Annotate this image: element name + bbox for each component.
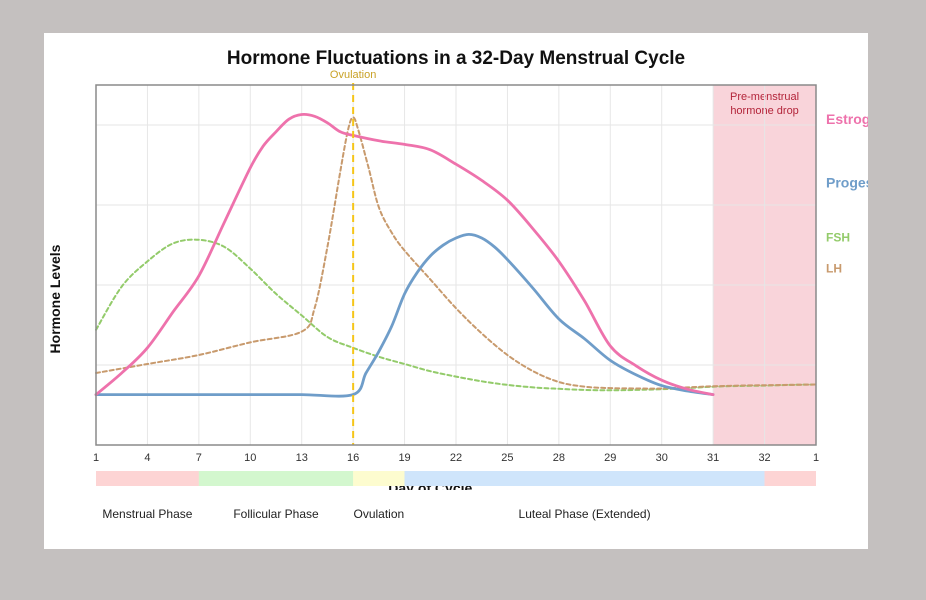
phase-label-menstrual-phase: Menstrual Phase — [102, 507, 192, 521]
legend-lh: LH — [826, 262, 842, 276]
phase-bar-segment-top — [96, 471, 199, 486]
x-tick-label: 4 — [144, 452, 150, 464]
y-axis-label: Hormone Levels — [47, 244, 63, 353]
phase-label-ovulation: Ovulation — [354, 507, 405, 521]
x-tick-label: 13 — [296, 452, 308, 464]
x-tick-label: 16 — [347, 452, 359, 464]
x-tick-label: 28 — [553, 452, 565, 464]
phase-bar-segment-top — [198, 471, 354, 486]
series-line-lh — [95, 116, 817, 390]
plot-frame — [95, 84, 817, 446]
x-tick-layer: 1 4 7 10 13 16 19 22 25 28 29 30 31 32 1 — [93, 452, 819, 464]
x-tick-label: 19 — [398, 452, 410, 464]
x-tick-label: 7 — [196, 452, 202, 464]
hormone-chart: Hormone Fluctuations in a 32-Day Menstru… — [47, 48, 868, 521]
phase-bar-segment-top — [404, 471, 765, 486]
ovulation-marker-label: Ovulation — [330, 69, 376, 81]
legend-layer: Estrog Proges FSH LH — [826, 111, 868, 275]
legend-estrogen: Estrog — [826, 111, 868, 127]
legend-fsh: FSH — [826, 231, 850, 245]
x-tick-label: 29 — [604, 452, 616, 464]
x-tick-label: 30 — [656, 452, 668, 464]
x-tick-label: 31 — [707, 452, 719, 464]
x-tick-label: 1 — [813, 452, 819, 464]
x-tick-label: 25 — [501, 452, 513, 464]
series-line-progesterone — [94, 233, 715, 398]
phase-label-luteal-phase-extended: Luteal Phase (Extended) — [519, 507, 651, 521]
phase-bar-segment-top — [764, 471, 816, 486]
x-tick-label: 22 — [450, 452, 462, 464]
phase-bar-segment-top — [353, 471, 405, 486]
legend-progesterone: Proges — [826, 175, 868, 191]
chart-title: Hormone Fluctuations in a 32-Day Menstru… — [227, 48, 685, 69]
x-tick-label: 32 — [758, 452, 770, 464]
x-tick-label: 1 — [93, 452, 99, 464]
x-axis-label-mask — [86, 490, 826, 510]
chart-card: Hormone Fluctuations in a 32-Day Menstru… — [44, 33, 868, 549]
ovulation-marker-layer: Ovulation — [330, 69, 376, 445]
x-tick-label: 10 — [244, 452, 256, 464]
phase-label-follicular-phase: Follicular Phase — [233, 507, 319, 521]
